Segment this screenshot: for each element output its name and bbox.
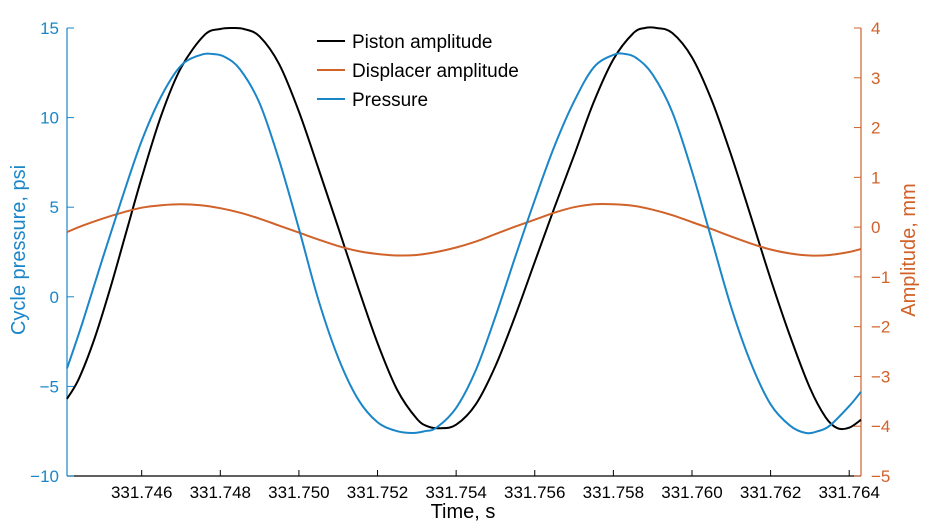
right-y-tick-label: −3 — [871, 367, 890, 386]
right-y-tick-label: 1 — [871, 168, 880, 187]
pressure-line — [66, 52, 862, 435]
x-tick-label: 331.760 — [661, 483, 722, 502]
x-tick-label: 331.748 — [190, 483, 251, 502]
right-y-axis-title: Amplitude, mm — [898, 183, 920, 316]
x-tick-label: 331.764 — [818, 483, 879, 502]
right-y-tick-label: −2 — [871, 318, 890, 337]
x-tick-label: 331.750 — [268, 483, 329, 502]
x-tick-label: 331.752 — [347, 483, 408, 502]
right-y-tick-label: 3 — [871, 69, 880, 88]
left-y-tick-label: 0 — [50, 288, 59, 307]
series-lines — [66, 26, 862, 435]
legend-label-pressure: Pressure — [352, 90, 428, 111]
right-y-tick-label: −4 — [871, 417, 890, 436]
left-y-axis-title: Cycle pressure, psi — [8, 165, 30, 335]
axes — [66, 28, 862, 477]
legend-label-displacer: Displacer amplitude — [352, 61, 519, 82]
x-tick-label: 331.758 — [583, 483, 644, 502]
legend-label-piston: Piston amplitude — [352, 32, 492, 53]
right-y-axis-ticks: 4 3 2 1 0 −1 −2 −3 −4 −5 — [854, 19, 890, 486]
left-y-tick-label: 5 — [50, 198, 59, 217]
x-tick-label: 331.754 — [425, 483, 486, 502]
right-y-tick-label: 4 — [871, 19, 880, 38]
x-tick-label: 331.746 — [111, 483, 172, 502]
left-y-tick-label: −10 — [30, 467, 59, 486]
left-y-axis-ticks: 15 10 5 0 −5 −10 — [30, 19, 74, 486]
right-y-tick-label: −1 — [871, 268, 890, 287]
x-tick-label: 331.756 — [504, 483, 565, 502]
x-axis-ticks: 331.746 331.748 331.750 331.752 331.754 331.7… — [111, 470, 880, 502]
legend: Piston amplitude Displacer amplitude Pre… — [317, 32, 519, 111]
left-y-tick-label: 10 — [40, 109, 59, 128]
x-tick-label: 331.762 — [740, 483, 801, 502]
left-y-tick-label: 15 — [40, 19, 59, 38]
right-y-tick-label: 0 — [871, 218, 880, 237]
displacer-amplitude-line — [66, 202, 862, 257]
left-y-tick-label: −5 — [40, 377, 59, 396]
piston-amplitude-line — [66, 26, 862, 431]
right-y-tick-label: 2 — [871, 119, 880, 138]
x-axis-title: Time, s — [431, 501, 496, 523]
right-y-tick-label: −5 — [871, 467, 890, 486]
